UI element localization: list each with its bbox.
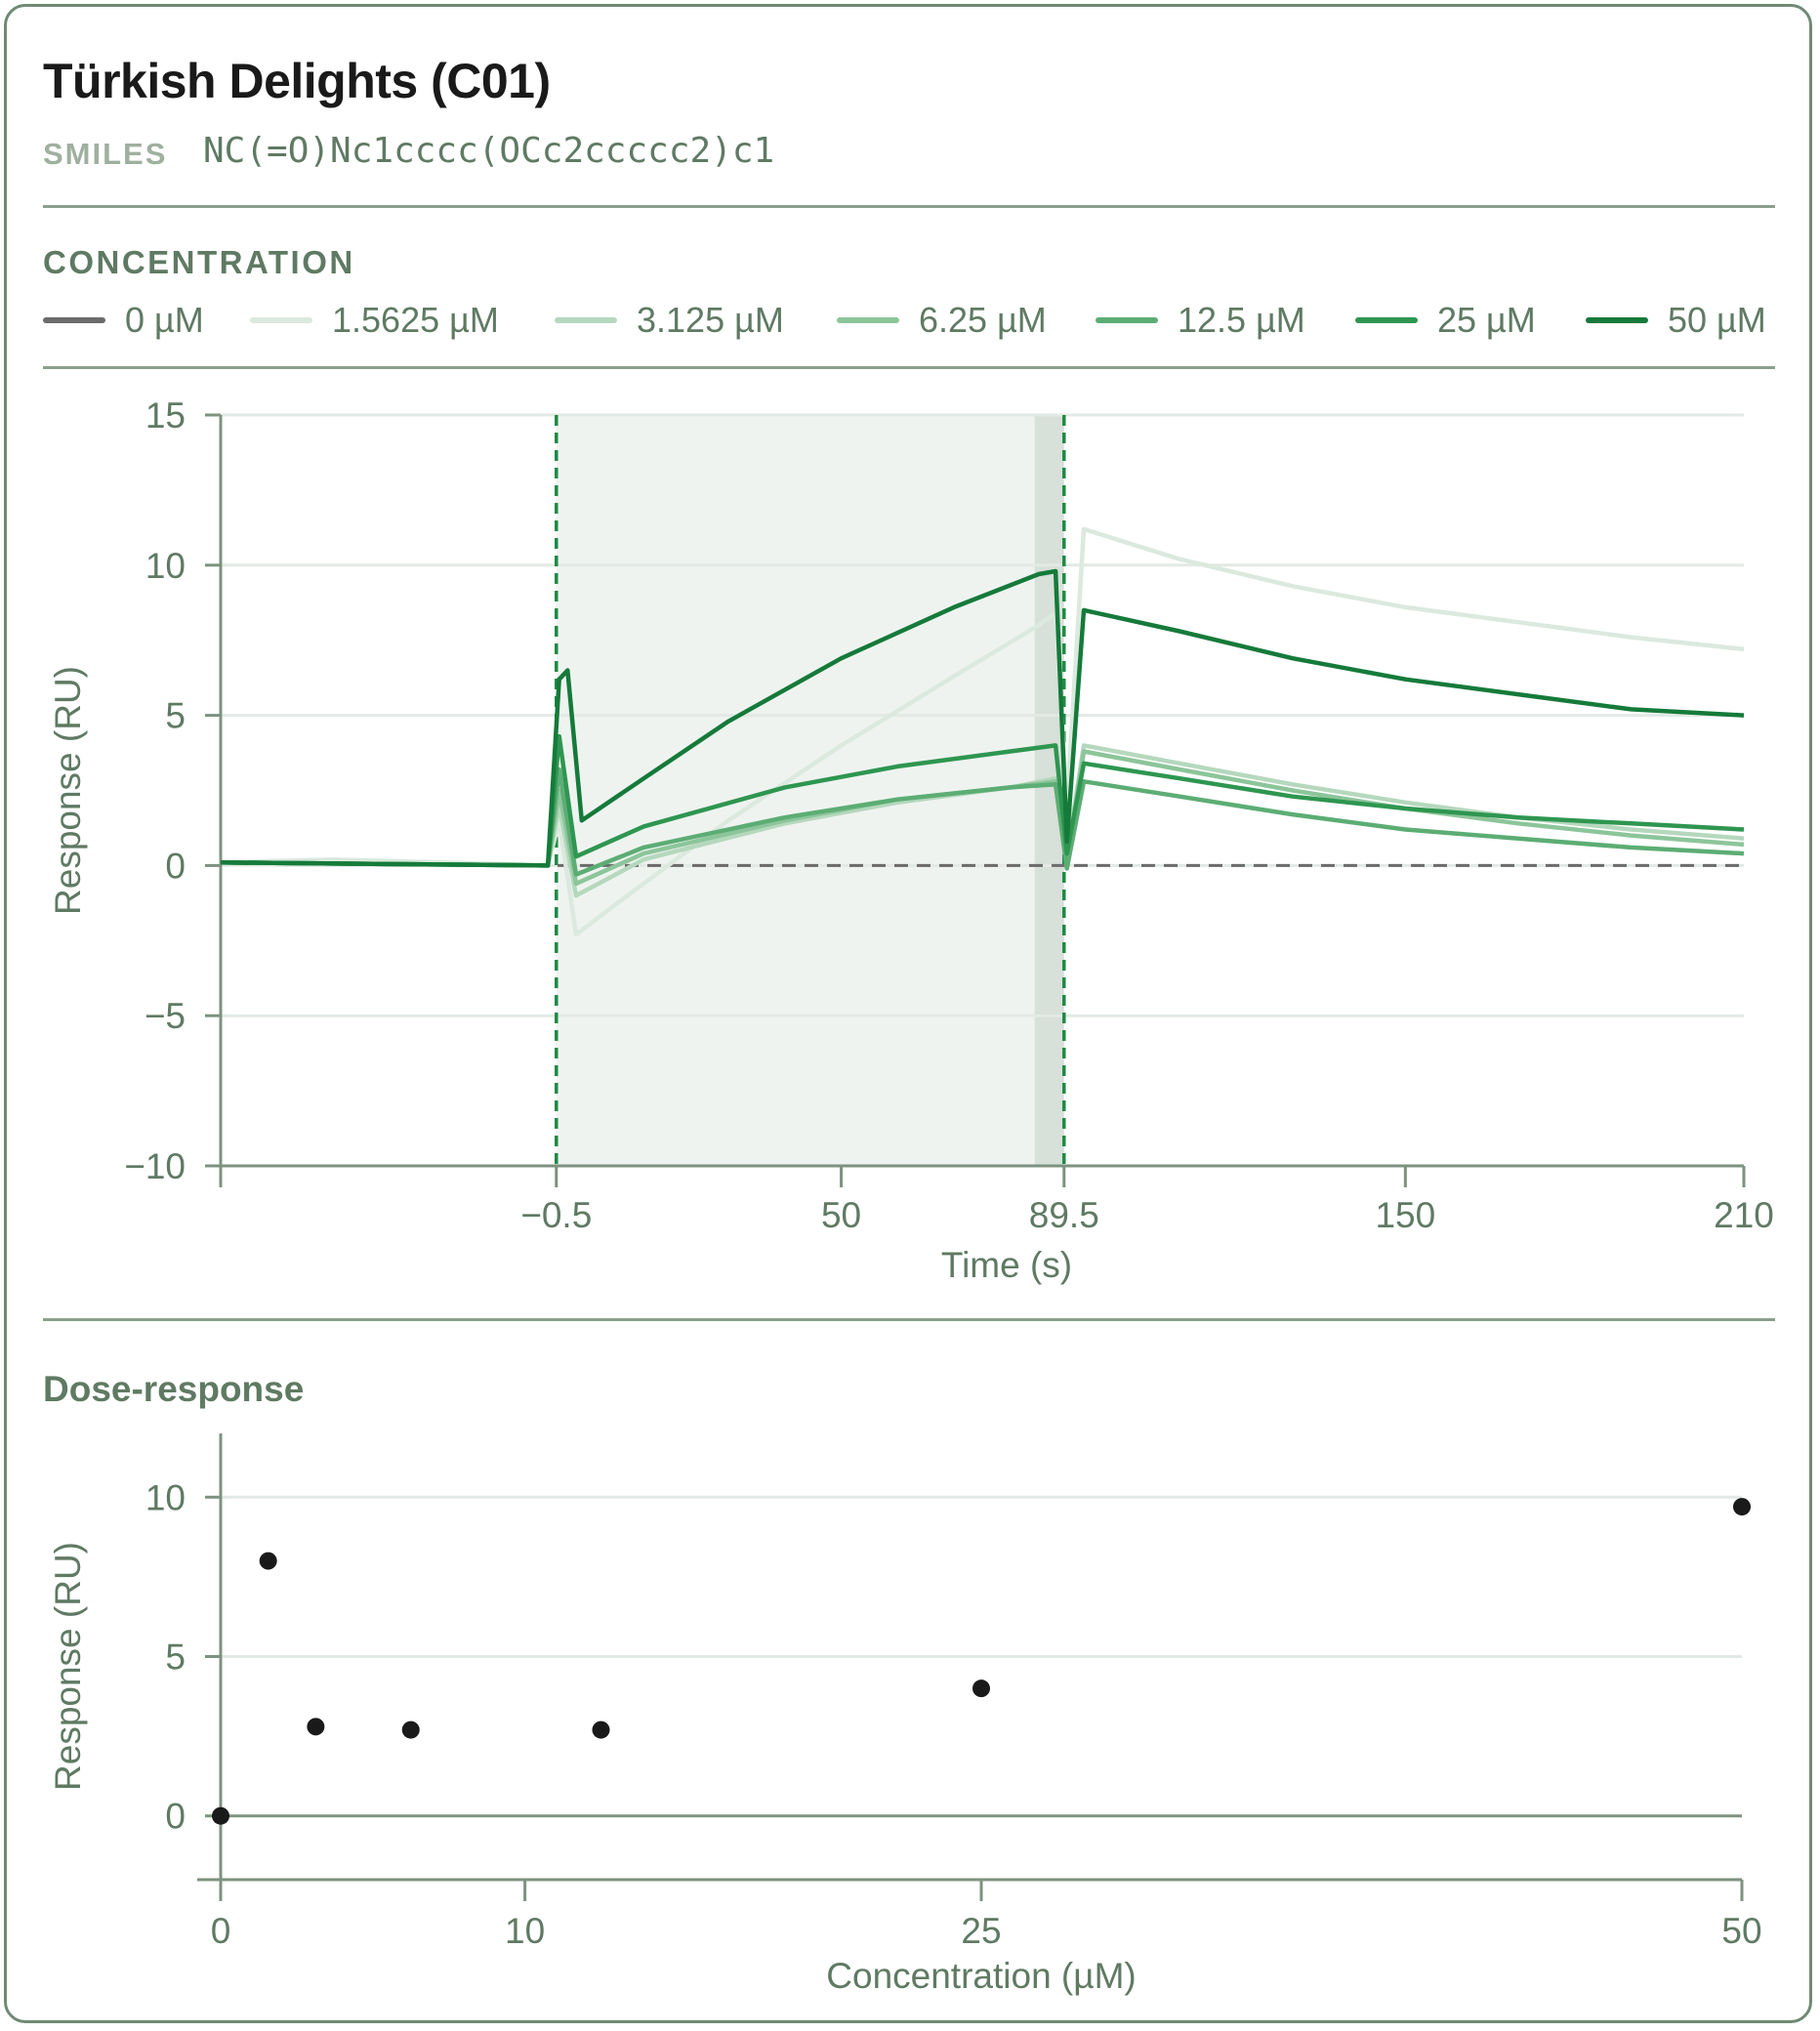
data-point	[212, 1806, 229, 1825]
series-line-3-125M	[220, 743, 1745, 898]
x-tick-label: 50	[821, 1195, 861, 1235]
data-point	[972, 1679, 990, 1698]
legend-swatch	[555, 317, 617, 323]
data-point	[259, 1552, 277, 1570]
y-tick-label: 15	[145, 395, 186, 435]
series-line-50M	[220, 568, 1745, 868]
compound-title: Türkish Delights (C01)	[43, 54, 551, 108]
y-tick-label: 5	[165, 696, 186, 736]
legend-swatch	[43, 317, 105, 323]
x-tick-label: 25	[961, 1911, 1001, 1951]
legend-item-3[interactable]: 6.25 µM	[837, 293, 1047, 348]
legend-swatch	[1586, 317, 1648, 323]
y-tick-label: 0	[165, 846, 186, 886]
x-tick-label: 210	[1714, 1195, 1774, 1235]
legend-item-1[interactable]: 1.5625 µM	[250, 293, 499, 348]
x-axis-title: Concentration (µM)	[826, 1956, 1136, 1996]
legend-label: 3.125 µM	[637, 300, 784, 340]
x-tick-label: 0	[211, 1911, 231, 1951]
y-tick-label: 10	[145, 1477, 186, 1517]
legend-swatch	[1355, 317, 1418, 323]
legend-label: 6.25 µM	[919, 300, 1047, 340]
legend-item-5[interactable]: 25 µM	[1355, 293, 1536, 348]
x-axis-title: Time (s)	[941, 1245, 1072, 1285]
legend-label: 12.5 µM	[1178, 300, 1305, 340]
divider	[43, 1318, 1775, 1321]
data-point	[1733, 1498, 1751, 1516]
divider	[43, 366, 1775, 369]
y-axis-title: Response (RU)	[48, 666, 88, 915]
smiles-value: NC(=O)Nc1cccc(OCc2ccccc2)c1	[203, 131, 775, 171]
y-tick-label: 0	[165, 1797, 186, 1837]
y-tick-label: 5	[165, 1637, 186, 1678]
x-tick-label: 10	[505, 1911, 545, 1951]
legend-item-4[interactable]: 12.5 µM	[1096, 293, 1305, 348]
divider	[43, 205, 1775, 208]
series-line-25M	[220, 733, 1745, 868]
legend-swatch	[837, 317, 899, 323]
dose-response-title: Dose-response	[43, 1369, 305, 1409]
legend-item-0[interactable]: 0 µM	[43, 293, 204, 348]
legend-swatch	[1096, 317, 1158, 323]
series-line-1-5625M	[220, 526, 1745, 937]
legend-item-6[interactable]: 50 µM	[1586, 293, 1766, 348]
y-tick-label: −5	[145, 996, 186, 1036]
legend-label: 0 µM	[125, 300, 204, 340]
data-point	[307, 1718, 325, 1736]
legend-swatch	[250, 317, 312, 323]
x-tick-label: 50	[1721, 1911, 1761, 1951]
y-tick-label: 10	[145, 546, 186, 586]
legend-label: 25 µM	[1437, 300, 1536, 340]
x-tick-label: 89.5	[1029, 1195, 1099, 1235]
x-tick-label: 150	[1375, 1195, 1435, 1235]
smiles-label: SMILES	[43, 137, 168, 171]
legend-label: 1.5625 µM	[332, 300, 499, 340]
data-point	[401, 1720, 420, 1739]
legend-item-2[interactable]: 3.125 µM	[555, 293, 784, 348]
x-tick-label: −0.5	[520, 1195, 592, 1235]
legend-heading: CONCENTRATION	[43, 244, 355, 280]
legend-label: 50 µM	[1668, 300, 1766, 340]
concentration-legend: 0 µM 1.5625 µM 3.125 µM 6.25 µM 12.5 µM …	[43, 293, 1781, 352]
data-point	[592, 1720, 610, 1739]
series-line-12-5M	[220, 767, 1745, 877]
y-tick-label: −10	[124, 1146, 186, 1186]
y-axis-title: Response (RU)	[48, 1542, 88, 1791]
